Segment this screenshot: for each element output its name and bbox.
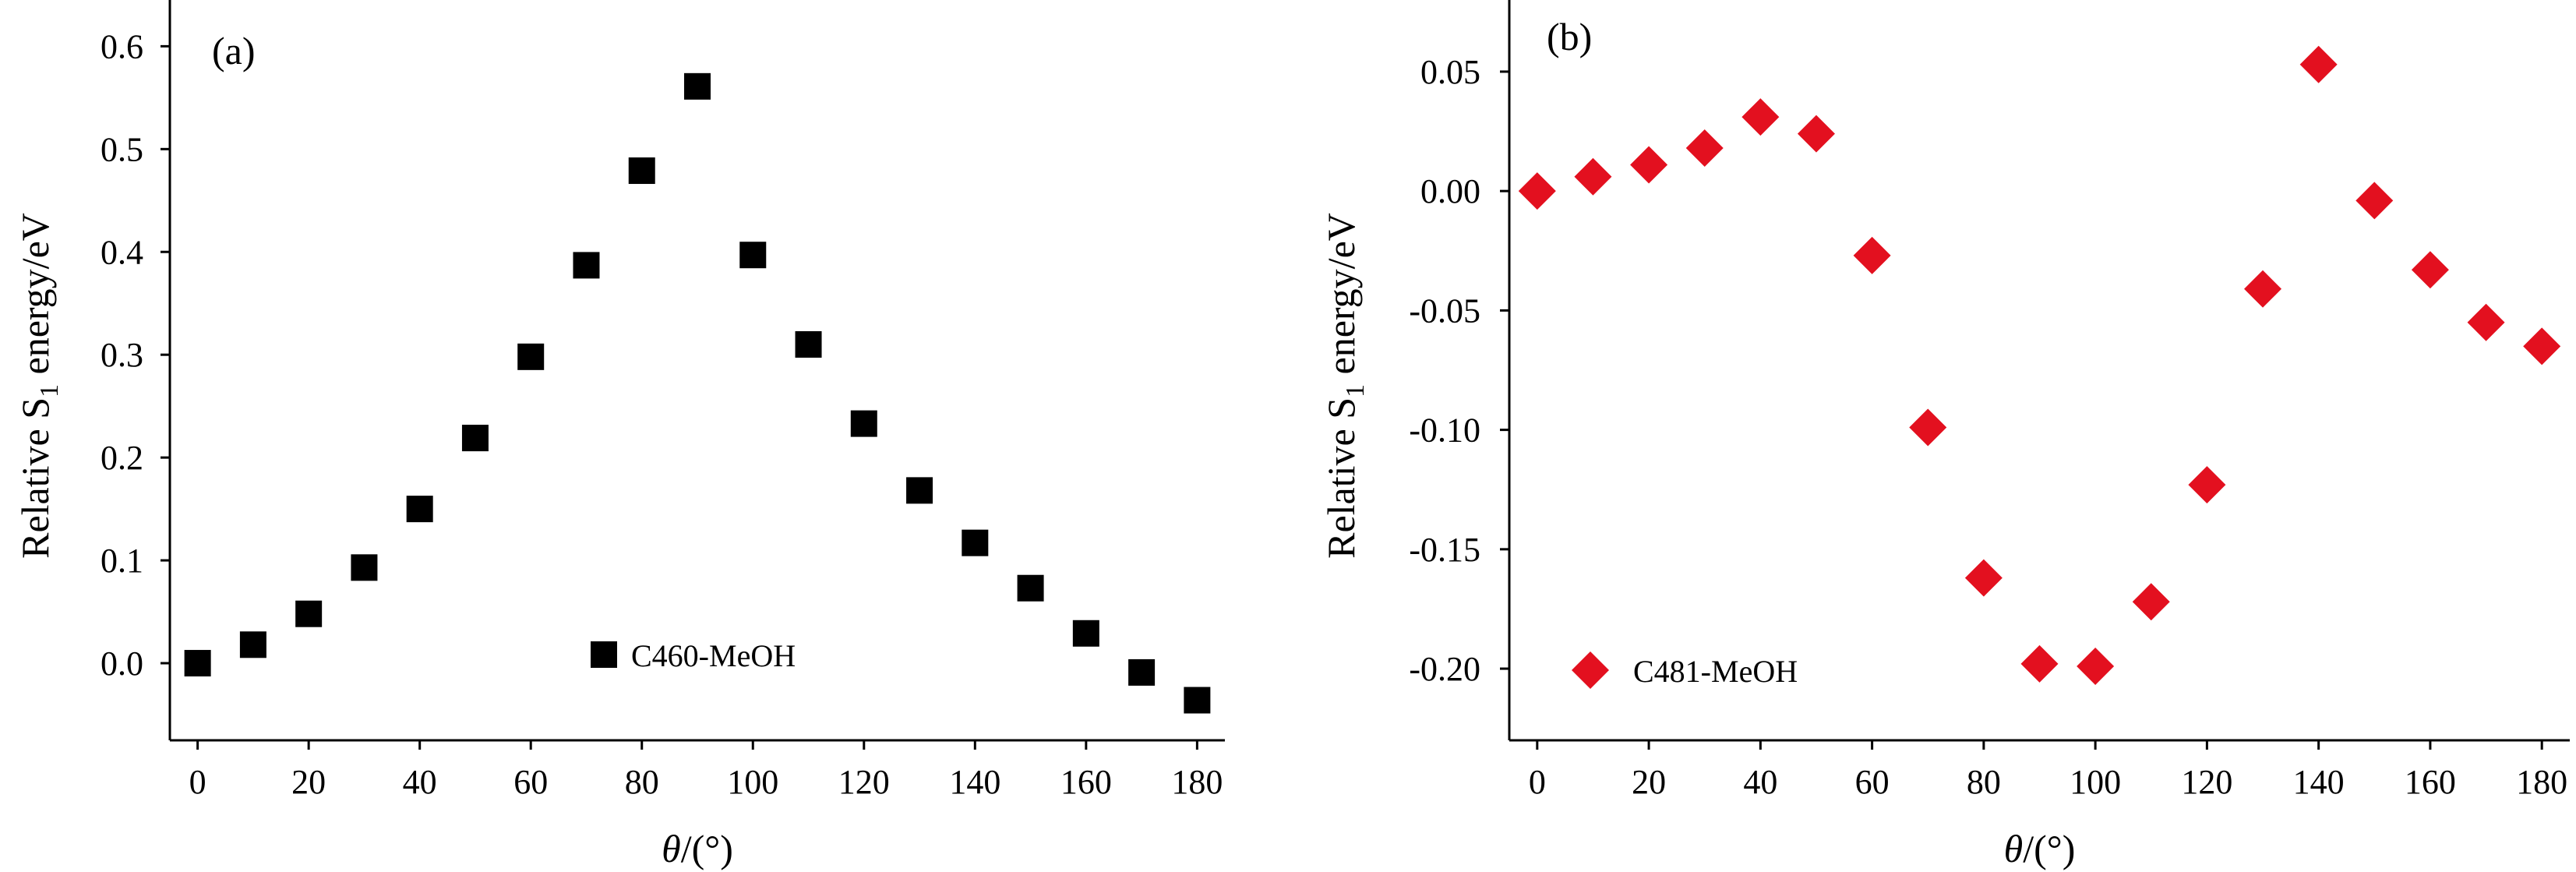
- x-tick-label: 100: [2070, 763, 2121, 801]
- panel-label: (a): [212, 29, 256, 72]
- x-tick-label: 160: [1060, 763, 1112, 801]
- legend-label: C460-MeOH: [631, 638, 796, 673]
- x-tick-label: 100: [727, 763, 778, 801]
- data-point: [795, 331, 822, 358]
- x-tick-label: 0: [189, 763, 206, 801]
- y-tick-label: 0.0: [101, 644, 143, 683]
- data-point: [962, 529, 989, 556]
- y-tick-label: 0.6: [101, 27, 143, 65]
- x-tick-label: 160: [2405, 763, 2456, 801]
- x-tick-label: 140: [949, 763, 1000, 801]
- data-point: [2355, 182, 2394, 220]
- x-tick-label: 60: [1855, 763, 1890, 801]
- x-tick-label: 20: [1632, 763, 1666, 801]
- data-point: [906, 477, 933, 504]
- y-tick-label: 0.4: [101, 233, 143, 271]
- x-tick-label: 20: [291, 763, 326, 801]
- data-point: [2467, 303, 2505, 341]
- legend-marker: [591, 641, 617, 668]
- y-tick-label: -0.05: [1409, 291, 1480, 330]
- y-tick-label: 0.5: [101, 130, 143, 168]
- y-tick-label: 0.05: [1420, 53, 1480, 91]
- y-tick-label: 0.2: [101, 439, 143, 477]
- x-tick-label: 120: [838, 763, 890, 801]
- y-axis-title: Relative S1 energy/eV: [13, 213, 64, 559]
- x-tick-label: 120: [2181, 763, 2232, 801]
- panel-label: (b): [1547, 15, 1592, 58]
- panel-a: 0.0 0.1 0.2 0.3 0.4 0.5 0.6 0 20 40 60 80 100 120 140 1…: [13, 0, 1225, 870]
- data-point: [1017, 574, 1044, 602]
- x-tick-label: 40: [1743, 763, 1777, 801]
- y-tick-label: 0.1: [101, 542, 143, 580]
- data-point: [739, 242, 767, 269]
- x-tick-label: 180: [1171, 763, 1223, 801]
- data-point: [1685, 129, 1724, 167]
- data-point: [351, 554, 378, 581]
- data-point: [2132, 583, 2170, 621]
- x-tick-label: 0: [1529, 763, 1546, 801]
- data-point: [1741, 98, 1780, 136]
- data-point: [2523, 327, 2561, 365]
- data-point: [1518, 172, 1556, 210]
- data-point: [1964, 559, 2003, 597]
- data-point: [1574, 157, 1612, 196]
- data-point: [2244, 270, 2282, 308]
- data-point: [628, 157, 655, 185]
- data-point: [573, 252, 600, 279]
- data-point: [295, 600, 323, 627]
- data-point: [2020, 644, 2059, 683]
- data-point: [850, 410, 877, 437]
- data-point: [184, 650, 211, 677]
- data-point: [1909, 408, 1947, 447]
- data-point: [461, 425, 489, 452]
- y-tick-label: -0.20: [1409, 650, 1480, 688]
- y-tick-label: 0.3: [101, 336, 143, 374]
- data-point: [1630, 146, 1668, 184]
- data-point: [684, 72, 711, 100]
- y-tick-label: -0.10: [1409, 411, 1480, 450]
- y-axis-title: Relative S1 energy/eV: [1319, 213, 1370, 559]
- x-tick-label: 60: [513, 763, 548, 801]
- data-point: [1797, 115, 1835, 153]
- x-tick-label: 140: [2293, 763, 2345, 801]
- y-tick-label: 0.00: [1420, 172, 1480, 210]
- data-point: [239, 631, 266, 658]
- x-tick-label: 180: [2516, 763, 2567, 801]
- data-point: [2411, 251, 2449, 289]
- x-tick-label: 40: [403, 763, 437, 801]
- legend-marker: [1572, 651, 1609, 689]
- data-point: [1184, 687, 1211, 714]
- x-tick-label: 80: [1967, 763, 2001, 801]
- data-point: [406, 496, 433, 523]
- data-point: [517, 343, 545, 370]
- data-point: [2077, 648, 2115, 685]
- data-point: [1853, 236, 1891, 274]
- panel-b: 0.05 0.00 -0.05 -0.10 -0.15 -0.20 0 20 40 60 80 100…: [1319, 0, 2570, 870]
- data-point: [1072, 620, 1099, 647]
- legend-label: C481-MeOH: [1633, 654, 1798, 689]
- y-tick-label: -0.15: [1409, 531, 1480, 569]
- data-point: [2299, 45, 2338, 83]
- data-point: [2188, 466, 2226, 504]
- x-axis-title: θ/(°): [662, 827, 733, 870]
- x-tick-label: 80: [625, 763, 659, 801]
- x-axis-title: θ/(°): [2004, 827, 2076, 870]
- data-point: [1128, 658, 1156, 686]
